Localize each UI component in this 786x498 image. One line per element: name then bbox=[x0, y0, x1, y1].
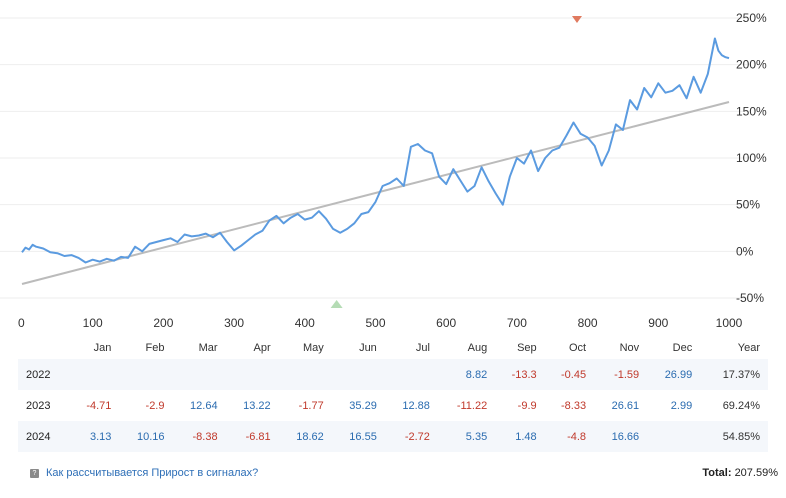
x-tick-label: 500 bbox=[365, 316, 385, 330]
year-total-cell: 69.24% bbox=[722, 399, 760, 412]
month-return-cell bbox=[119, 359, 173, 390]
month-return-cell bbox=[647, 421, 701, 452]
x-tick-label: 200 bbox=[153, 316, 173, 330]
y-tick-label: 100% bbox=[736, 151, 767, 165]
header-month: Jul bbox=[415, 342, 430, 354]
month-return-cell: 26.99 bbox=[647, 359, 701, 390]
min-marker bbox=[330, 300, 343, 308]
y-tick-label: 250% bbox=[736, 11, 767, 25]
table-row: 2024 3.13 10.16 -8.38 -6.81 18.62 16.55 -2.72 5.… bbox=[18, 421, 768, 452]
month-return-cell: 16.55 bbox=[331, 421, 385, 452]
year-total-cell: 17.37% bbox=[700, 359, 768, 390]
month-return-cell: -1.77 bbox=[298, 399, 324, 412]
label-mask bbox=[771, 0, 786, 335]
total-value: 207.59% bbox=[734, 467, 778, 479]
month-return-cell bbox=[225, 359, 279, 390]
month-return-cell: 1.48 bbox=[495, 421, 545, 452]
header-month: Jan bbox=[93, 342, 112, 354]
x-tick-label: 0 bbox=[18, 316, 25, 330]
month-return-cell: 16.66 bbox=[594, 421, 648, 452]
month-return-cell: -2.9 bbox=[145, 399, 165, 412]
header-month: Feb bbox=[145, 342, 165, 354]
month-return-cell: 35.29 bbox=[349, 399, 377, 412]
month-return-cell: 12.64 bbox=[190, 399, 218, 412]
header-month: Aug bbox=[467, 342, 488, 354]
growth-calculation-help-link[interactable]: Как рассчитывается Прирост в сигналах? bbox=[46, 467, 259, 479]
year-cell: 2023 bbox=[26, 399, 51, 412]
year-cell: 2022 bbox=[18, 359, 70, 390]
month-return-cell: -1.59 bbox=[594, 359, 648, 390]
month-return-cell: 2.99 bbox=[670, 399, 693, 412]
max-marker bbox=[571, 16, 582, 23]
header-month: Oct bbox=[568, 342, 587, 354]
x-tick-label: 300 bbox=[224, 316, 244, 330]
month-return-cell: 13.22 bbox=[243, 399, 271, 412]
month-return-cell bbox=[172, 359, 226, 390]
month-return-cell: 5.35 bbox=[437, 421, 496, 452]
month-return-cell: 8.82 bbox=[437, 359, 496, 390]
y-tick-label: 50% bbox=[736, 198, 760, 212]
growth-chart-svg: 250% 200% 150% 100% 50% 0% -50% 0 100 200 300 400 50… bbox=[0, 0, 786, 335]
header-month: Jun bbox=[359, 342, 377, 354]
month-return-cell: -11.22 bbox=[456, 399, 488, 412]
y-tick-label: 200% bbox=[736, 58, 767, 72]
table-row: 2023 -4.71 -2.9 12.64 13.22 -1.77 35.29 12.88 -1… bbox=[18, 390, 768, 421]
year-total-cell: 54.85% bbox=[700, 421, 768, 452]
month-return-cell: 26.61 bbox=[611, 399, 640, 412]
month-return-cell bbox=[278, 359, 332, 390]
month-return-cell: -8.38 bbox=[172, 421, 226, 452]
total-label: Total: bbox=[702, 467, 732, 479]
x-tick-label: 400 bbox=[295, 316, 315, 330]
table-header-row: Jan Feb Mar Apr May Jun Jul Aug Sep Oct Nov Dec Year bbox=[18, 337, 768, 359]
month-return-cell: -6.81 bbox=[225, 421, 279, 452]
help-icon[interactable]: ? bbox=[30, 469, 39, 478]
x-tick-label: 600 bbox=[436, 316, 456, 330]
month-return-cell: 12.88 bbox=[402, 399, 430, 412]
x-tick-label: 800 bbox=[578, 316, 598, 330]
y-tick-label: 0% bbox=[736, 244, 754, 258]
month-return-cell: -4.71 bbox=[86, 399, 112, 412]
header-month: Nov bbox=[619, 342, 640, 354]
header-month: May bbox=[302, 342, 324, 354]
month-return-cell: -13.3 bbox=[495, 359, 545, 390]
trend-line bbox=[21, 101, 730, 285]
growth-line bbox=[21, 37, 730, 264]
plot-background bbox=[0, 0, 750, 310]
growth-chart: 250% 200% 150% 100% 50% 0% -50% 0 100 200 300 400 50… bbox=[0, 0, 786, 335]
month-return-cell: 18.62 bbox=[278, 421, 332, 452]
month-return-cell: -2.72 bbox=[384, 421, 438, 452]
month-return-cell: -4.8 bbox=[544, 421, 595, 452]
table-row: 2022 8.82 -13.3 -0.45 -1.59 26.99 17.37% bbox=[18, 359, 768, 390]
month-return-cell: 10.16 bbox=[119, 421, 173, 452]
total-growth: Total: 207.59% bbox=[702, 467, 778, 479]
month-return-cell: 3.13 bbox=[70, 421, 120, 452]
table-body: 2022 8.82 -13.3 -0.45 -1.59 26.99 17.37% 2023 -4… bbox=[18, 359, 768, 452]
month-return-cell bbox=[384, 359, 438, 390]
monthly-returns-table: Jan Feb Mar Apr May Jun Jul Aug Sep Oct Nov Dec Year… bbox=[18, 337, 768, 452]
x-tick-label: 1000 bbox=[716, 316, 743, 330]
header-month: Dec bbox=[672, 342, 693, 354]
x-tick-label: 700 bbox=[507, 316, 527, 330]
footer: ? Как рассчитывается Прирост в сигналах?… bbox=[30, 466, 778, 484]
month-return-cell bbox=[70, 359, 120, 390]
month-return-cell: -9.9 bbox=[517, 399, 537, 412]
header-month: Year bbox=[737, 342, 760, 354]
header-month: Apr bbox=[253, 342, 271, 354]
month-return-cell: -8.33 bbox=[560, 399, 587, 412]
header-month: Sep bbox=[517, 342, 537, 354]
year-cell: 2024 bbox=[18, 421, 70, 452]
header-month: Mar bbox=[198, 342, 218, 354]
month-return-cell bbox=[331, 359, 385, 390]
y-tick-label: 150% bbox=[736, 104, 767, 118]
x-tick-label: 900 bbox=[648, 316, 668, 330]
y-tick-label: -50% bbox=[736, 291, 764, 305]
header-year bbox=[18, 337, 70, 359]
x-tick-label: 100 bbox=[83, 316, 103, 330]
month-return-cell: -0.45 bbox=[544, 359, 595, 390]
